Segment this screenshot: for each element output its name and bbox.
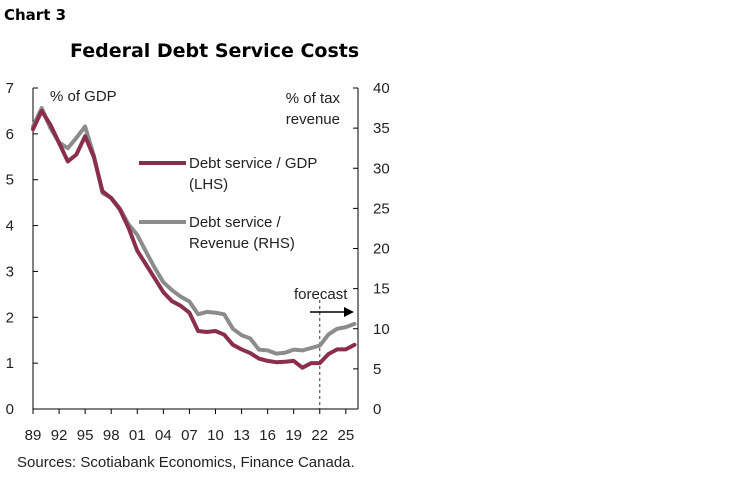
source-note: Sources: Scotiabank Economics, Finance C…	[17, 454, 355, 471]
right-tick-label: 40	[373, 80, 390, 97]
x-tick-label: 89	[25, 427, 42, 444]
chart-number-label: Chart 3	[4, 6, 67, 24]
x-tick-label: 10	[207, 427, 224, 444]
legend-label-line2: Revenue (RHS)	[189, 235, 295, 252]
right-tick-label: 35	[373, 120, 390, 137]
right-axis-title-line2: revenue	[286, 111, 340, 128]
x-tick-label: 16	[259, 427, 276, 444]
left-tick-label: 3	[6, 263, 14, 280]
right-tick-label: 0	[373, 401, 381, 418]
left-tick-label: 4	[6, 218, 14, 235]
left-tick-label: 2	[6, 309, 14, 326]
x-tick-label: 95	[77, 427, 94, 444]
x-tick-label: 04	[155, 427, 172, 444]
x-tick-label: 01	[129, 427, 146, 444]
gdp-series-line	[31, 108, 357, 370]
right-axis-title-line1: % of tax	[286, 90, 341, 107]
chart-title: Federal Debt Service Costs	[70, 40, 360, 62]
legend-label-line1: Debt service /	[189, 214, 282, 231]
left-tick-label: 5	[6, 172, 14, 189]
x-tick-label: 13	[233, 427, 250, 444]
right-tick-label: 5	[373, 361, 381, 378]
x-tick-label: 25	[337, 427, 354, 444]
x-tick-label: 07	[181, 427, 198, 444]
right-tick-label: 20	[373, 241, 390, 258]
legend-label-line1: Debt service / GDP	[189, 155, 317, 172]
forecast-label: forecast	[294, 286, 348, 303]
left-axis-title: % of GDP	[50, 88, 117, 105]
forecast-arrow-head	[344, 307, 354, 317]
right-tick-label: 30	[373, 160, 390, 177]
left-tick-label: 1	[6, 355, 14, 372]
left-tick-label: 6	[6, 126, 14, 143]
left-tick-label: 0	[6, 401, 14, 418]
revenue-series-line	[31, 106, 357, 356]
right-tick-label: 25	[373, 200, 390, 217]
legend-label-line2: (LHS)	[189, 176, 228, 193]
x-tick-label: 19	[285, 427, 302, 444]
x-tick-label: 98	[103, 427, 120, 444]
right-tick-label: 15	[373, 281, 390, 298]
left-tick-label: 7	[6, 80, 14, 97]
right-tick-label: 10	[373, 321, 390, 338]
x-tick-label: 22	[311, 427, 328, 444]
x-tick-label: 92	[51, 427, 68, 444]
